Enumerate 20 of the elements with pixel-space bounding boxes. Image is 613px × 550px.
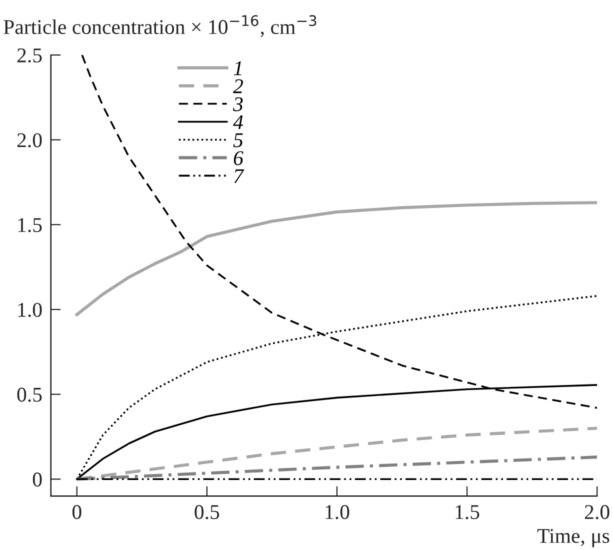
- x-tick-label: 1.5: [456, 505, 480, 520]
- x-axis-title: Time, μs: [537, 529, 610, 548]
- y-tick-label: 2.5: [17, 48, 42, 63]
- y-tick-label: 1.5: [18, 218, 42, 232]
- y-tick-label: 1.0: [18, 302, 42, 318]
- y-tick-label: 2.0: [17, 133, 42, 148]
- y-axis-title: Particle concentration × 10$^{−16}$, cm$^{−3}$: [4, 15, 316, 38]
- y-tick-label: 0: [32, 472, 42, 487]
- x-tick-label: 1.0: [326, 505, 350, 520]
- legend-label: 6: [234, 151, 244, 166]
- y-tick-label: 0.5: [17, 388, 42, 402]
- x-tick-label: 0.5: [194, 505, 220, 520]
- legend-label: 1: [234, 61, 242, 76]
- legend-label: 7: [234, 169, 244, 183]
- legend-label: 2: [233, 79, 243, 94]
- legend-label: 3: [233, 97, 243, 112]
- legend-label: 4: [233, 115, 243, 130]
- x-tick-label: 2.0: [584, 505, 610, 520]
- legend-label: 5: [233, 133, 243, 148]
- x-tick-label: 0: [72, 505, 82, 520]
